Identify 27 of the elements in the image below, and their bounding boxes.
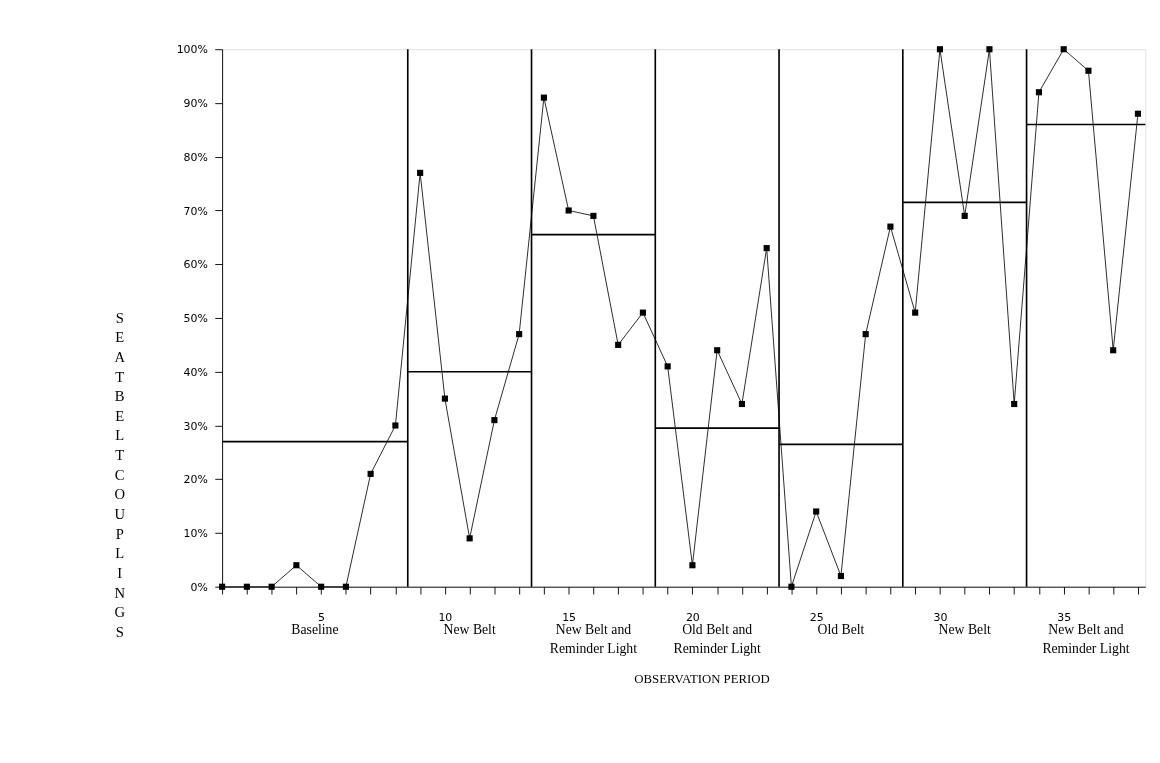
y-tick-label: 50% (183, 312, 208, 326)
x-tick-label: 35 (1057, 611, 1072, 625)
text: New Belt (938, 622, 991, 638)
x-tick-label: 10 (438, 611, 453, 625)
text: Baseline (291, 622, 339, 638)
y-tick-label: 10% (183, 527, 208, 541)
text: SEATBELT COUPLINGS (114, 309, 126, 641)
x-axis-title: OBSERVATION PERIOD (634, 671, 770, 686)
x-tick-label: 15 (562, 611, 577, 625)
y-tick-label: 20% (183, 473, 208, 487)
y-tick-label: 90% (183, 97, 208, 111)
x-tick-label: 30 (933, 611, 948, 625)
x-tick-label: 5 (318, 611, 326, 625)
y-tick-label: 40% (183, 365, 208, 379)
text: New Belt (443, 622, 496, 638)
x-tick-label: 20 (685, 611, 700, 625)
text: New Belt and Reminder Light (549, 622, 638, 656)
text: Old Belt and Reminder Light (673, 622, 761, 656)
y-tick-label: 0% (190, 580, 208, 594)
y-tick-label: 100% (176, 43, 208, 57)
y-tick-label: 60% (183, 258, 208, 272)
y-tick-label: 80% (183, 150, 208, 164)
text: New Belt and Reminder Light (1042, 622, 1130, 656)
y-tick-label: 70% (183, 204, 208, 218)
y-tick-label: 30% (183, 419, 208, 433)
x-tick-label: 25 (809, 611, 824, 625)
text: Old Belt (817, 622, 865, 638)
